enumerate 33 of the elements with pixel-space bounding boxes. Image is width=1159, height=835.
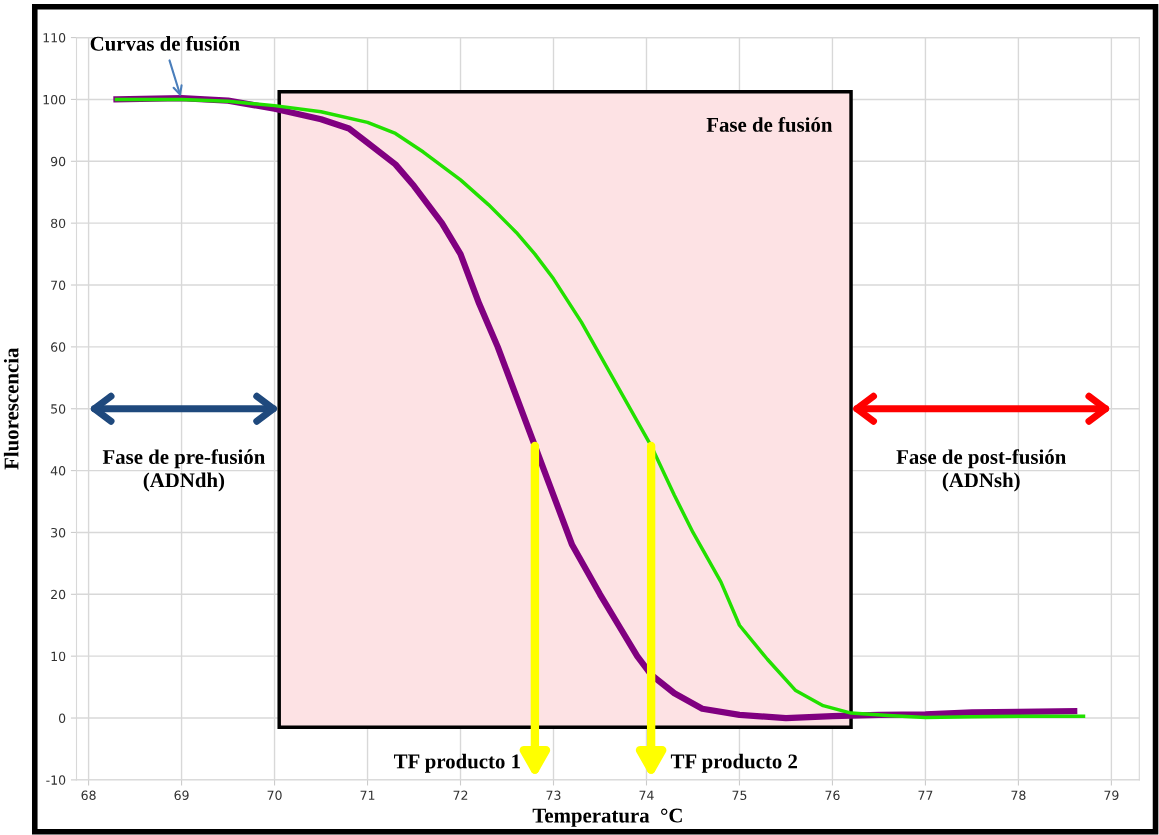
y-tick-label: -10 xyxy=(46,775,66,785)
annotation: Fase de pre-fusión (ADNdh) xyxy=(102,449,265,492)
y-tick-label: 50 xyxy=(51,404,66,414)
x-tick-label: 79 xyxy=(1104,790,1119,800)
annotation: TF producto 2 xyxy=(670,753,798,773)
x-tick-label: 75 xyxy=(732,790,747,800)
x-tick-label: 69 xyxy=(174,790,189,800)
y-axis-title: Fluorescencia xyxy=(3,347,19,470)
x-tick-label: 76 xyxy=(825,790,840,800)
y-tick-label: 10 xyxy=(51,651,66,662)
x-tick-label: 68 xyxy=(81,790,96,800)
y-tick-label: 0 xyxy=(58,713,66,723)
annotation: Curvas de fusión xyxy=(90,35,240,51)
y-tick-label: 100 xyxy=(43,94,66,105)
y-tick-label: 80 xyxy=(51,218,66,229)
x-tick-label: 77 xyxy=(918,790,933,800)
annotation: Fase de post-fusión (ADNsh) xyxy=(896,449,1066,492)
band-label: Fase de fusión xyxy=(706,116,833,132)
y-tick-label: 90 xyxy=(50,156,66,167)
x-axis-title: Temperatura °C xyxy=(532,808,682,827)
y-tick-label: 20 xyxy=(51,589,66,600)
annotation: TF producto 1 xyxy=(394,753,520,773)
y-tick-label: 60 xyxy=(51,342,66,352)
x-tick-label: 71 xyxy=(360,790,375,800)
x-tick-label: 70 xyxy=(267,790,282,800)
x-tick-label: 72 xyxy=(453,790,468,800)
y-tick-label: 110 xyxy=(43,33,66,43)
x-tick-label: 74 xyxy=(639,790,654,800)
y-tick-label: 70 xyxy=(51,280,66,290)
y-tick-label: 40 xyxy=(50,466,66,476)
x-tick-label: 73 xyxy=(546,790,561,800)
x-tick-label: 78 xyxy=(1011,790,1026,800)
y-tick-label: 30 xyxy=(51,527,66,538)
